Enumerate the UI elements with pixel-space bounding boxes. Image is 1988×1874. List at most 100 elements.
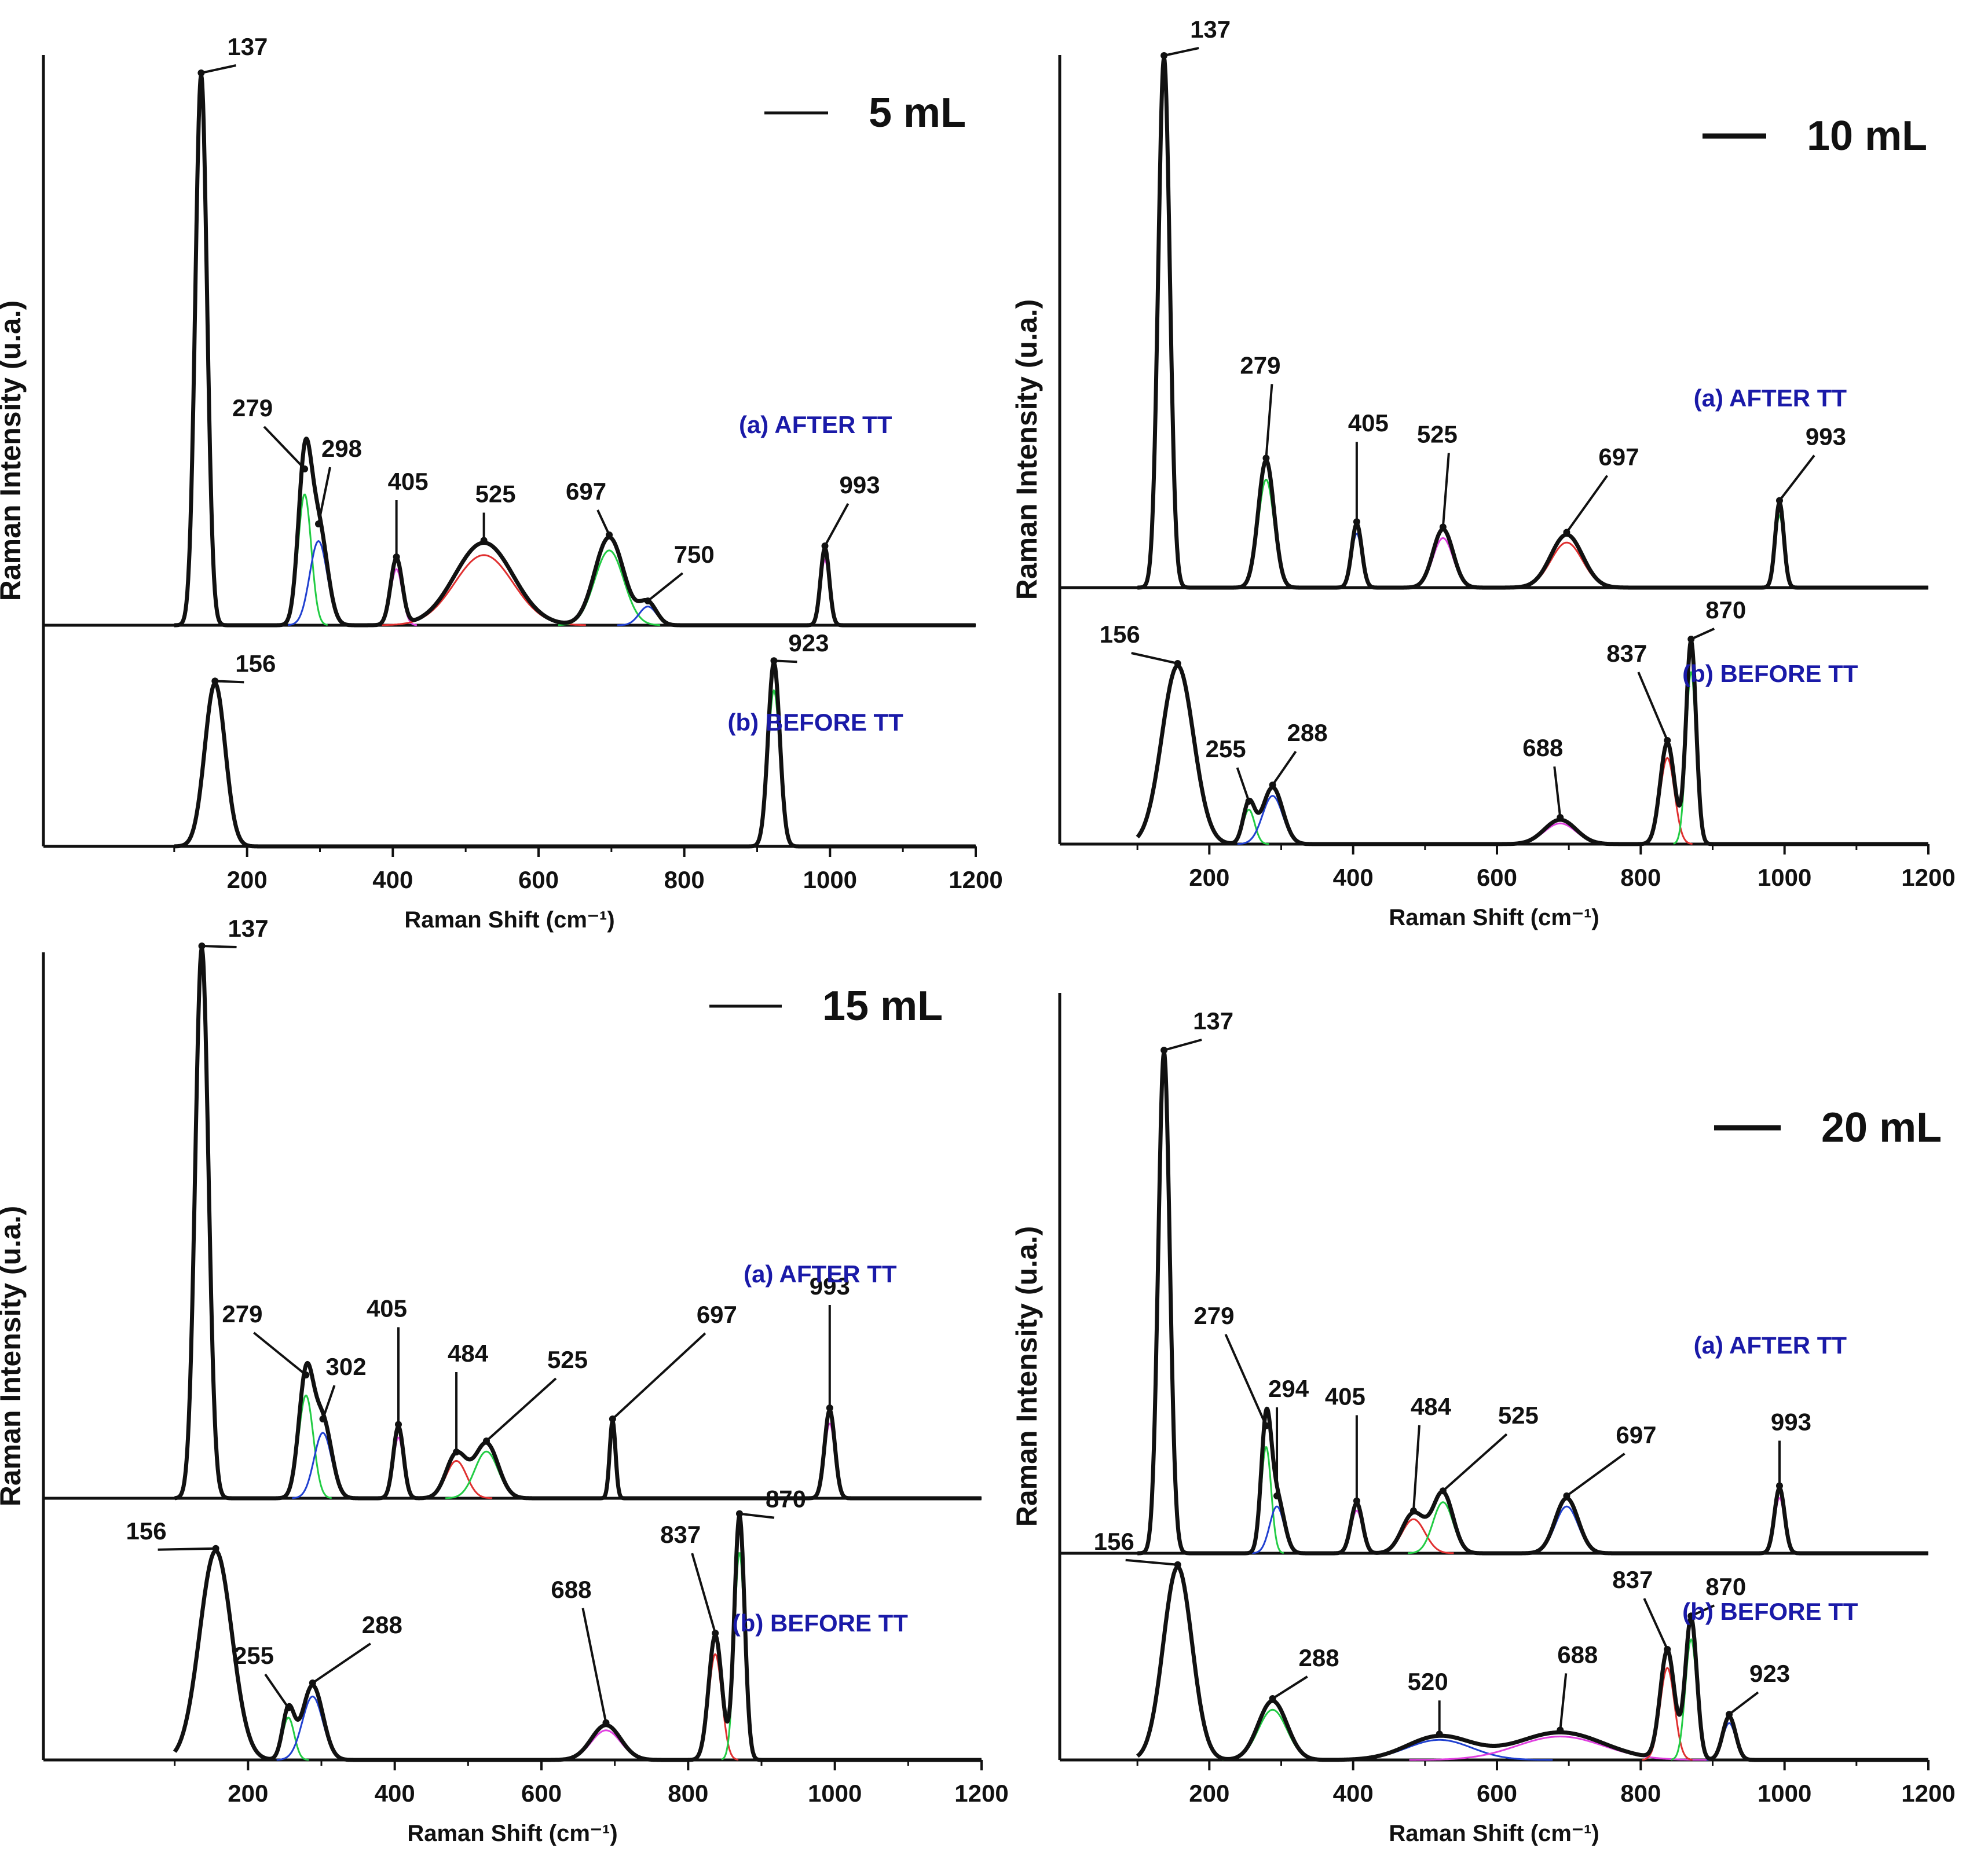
peak-label: 156 — [1094, 1528, 1134, 1555]
peak-label: 255 — [1206, 735, 1246, 762]
x-tick-label: 200 — [227, 866, 268, 893]
x-tick-label: 400 — [375, 1780, 415, 1807]
before-fit-component — [721, 1552, 758, 1761]
peak-arrow — [1565, 475, 1609, 533]
peak-arrow — [612, 1332, 706, 1420]
peak-arrow — [739, 1512, 775, 1519]
peak-arrowhead — [1353, 1497, 1360, 1505]
peak-arrowhead — [1687, 1612, 1695, 1620]
before-spectrum-line — [1136, 639, 1930, 846]
peak-arrowhead — [301, 465, 309, 472]
peak-arrow — [774, 659, 797, 663]
peak-label: 525 — [547, 1346, 588, 1373]
after-spectrum-title: (a) AFTER TT — [739, 411, 892, 438]
before-fit-component — [1409, 1736, 1711, 1761]
peak-label: 525 — [1417, 420, 1458, 448]
peak-arrow — [158, 1547, 216, 1551]
peak-arrow — [1265, 384, 1273, 459]
peak-arrow — [1441, 453, 1450, 527]
peak-label: 137 — [1190, 16, 1231, 43]
peak-arrowhead — [1664, 737, 1671, 744]
after-spectrum-line — [173, 73, 977, 628]
peak-label: 525 — [1498, 1402, 1539, 1429]
peak-arrowhead — [1174, 660, 1181, 667]
after-fit-component — [420, 1459, 493, 1499]
after-fit-component — [558, 549, 661, 626]
before-fit-component — [554, 1729, 658, 1761]
peak-arrow — [1643, 1598, 1669, 1650]
peak-arrowhead — [1245, 798, 1253, 805]
after-fit-component — [445, 1450, 528, 1499]
peak-arrowhead — [1436, 1730, 1443, 1738]
after-fit-component — [292, 1432, 354, 1499]
peak-arrowhead — [393, 553, 400, 560]
peak-arrowhead — [712, 1630, 719, 1637]
after-fit-component — [382, 554, 586, 626]
peak-arrow — [321, 1385, 336, 1420]
peak-label: 837 — [1612, 1566, 1653, 1593]
peak-arrowhead — [1664, 1646, 1671, 1653]
peak-arrow — [823, 503, 850, 547]
x-tick-label: 1000 — [1758, 864, 1811, 891]
peak-arrow — [1553, 766, 1562, 818]
peak-arrowhead — [1439, 523, 1447, 531]
y-axis-label: Raman Intensity (u.a.) — [1011, 1226, 1043, 1527]
peak-arrowhead — [302, 1371, 310, 1378]
after-fit-component — [1408, 537, 1478, 589]
peak-label: 688 — [1557, 1641, 1598, 1668]
peak-label: 697 — [1598, 443, 1639, 471]
peak-label: 302 — [325, 1353, 366, 1380]
before-spectrum-title: (b) BEFORE TT — [1682, 660, 1858, 687]
peak-arrow — [317, 467, 331, 525]
after-spectrum-title: (a) AFTER TT — [744, 1260, 897, 1288]
x-tick-label: 600 — [1477, 864, 1517, 891]
peak-arrowhead — [606, 531, 613, 538]
peak-arrowhead — [1557, 814, 1564, 821]
peak-arrow — [1163, 47, 1199, 57]
chart-panel-4: 200 400 600 800 1000 1200 Raman Shift (cm⁻¹) Ra… — [1011, 993, 1956, 1846]
peak-arrowhead — [211, 677, 219, 685]
peak-arrow — [1224, 1333, 1268, 1426]
peak-arrow — [1271, 750, 1297, 786]
before-spectrum-line — [173, 661, 977, 849]
peak-arrowhead — [198, 942, 206, 949]
x-tick-label: 1200 — [1901, 1780, 1955, 1807]
peak-label: 137 — [227, 33, 268, 60]
x-tick-label: 400 — [1333, 864, 1374, 891]
peak-arrowhead — [1775, 1482, 1783, 1490]
peak-arrow — [1778, 454, 1815, 501]
peak-arrowhead — [395, 1421, 402, 1428]
peak-label: 870 — [1705, 1573, 1746, 1600]
before-fit-component — [1222, 1708, 1323, 1761]
x-tick-label: 200 — [228, 1780, 268, 1807]
peak-arrow — [1566, 1453, 1625, 1497]
peak-arrowhead — [1353, 518, 1360, 526]
peak-label: 137 — [228, 915, 268, 942]
peak-label: 405 — [1325, 1383, 1365, 1410]
peak-label: 156 — [126, 1517, 167, 1545]
peak-arrow — [1272, 1675, 1308, 1700]
peak-label: 697 — [697, 1301, 737, 1328]
before-spectrum-line — [173, 1514, 983, 1762]
x-tick-label: 800 — [1620, 1780, 1661, 1807]
peak-arrowhead — [197, 69, 205, 76]
peak-arrowhead — [1273, 1492, 1281, 1499]
peak-arrow — [485, 1377, 557, 1442]
peak-label: 294 — [1268, 1375, 1309, 1402]
peak-arrowhead — [1409, 1507, 1417, 1514]
peak-arrow — [264, 1673, 290, 1709]
x-tick-label: 600 — [518, 866, 559, 893]
legend-label: 5 mL — [869, 90, 966, 136]
x-tick-label: 1000 — [1758, 1780, 1811, 1807]
peak-arrowhead — [1439, 1487, 1447, 1495]
peak-arrow — [312, 1642, 371, 1684]
peak-label: 688 — [551, 1576, 591, 1603]
chart-panel-2: 200 400 600 800 1000 1200 Raman Shift (cm⁻¹) Ra… — [1011, 16, 1956, 930]
peak-arrowhead — [314, 520, 322, 527]
peak-arrow — [1690, 628, 1715, 640]
peak-arrow — [215, 680, 244, 684]
peak-label: 870 — [1705, 596, 1746, 624]
peak-arrowhead — [1262, 454, 1270, 462]
before-spectrum-title: (b) BEFORE TT — [728, 709, 904, 736]
